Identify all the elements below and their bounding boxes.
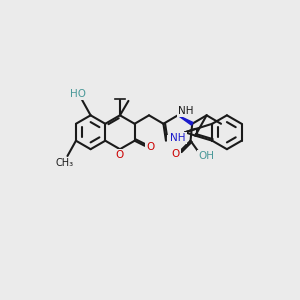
Text: NH: NH: [170, 134, 186, 143]
Text: OH: OH: [198, 151, 214, 161]
Text: O: O: [146, 142, 154, 152]
Text: HO: HO: [70, 89, 86, 99]
Text: O: O: [115, 150, 123, 160]
Text: O: O: [172, 149, 180, 159]
Text: NH: NH: [178, 106, 193, 116]
Polygon shape: [178, 115, 193, 125]
Text: CH₃: CH₃: [55, 158, 74, 168]
Text: O: O: [168, 136, 176, 146]
